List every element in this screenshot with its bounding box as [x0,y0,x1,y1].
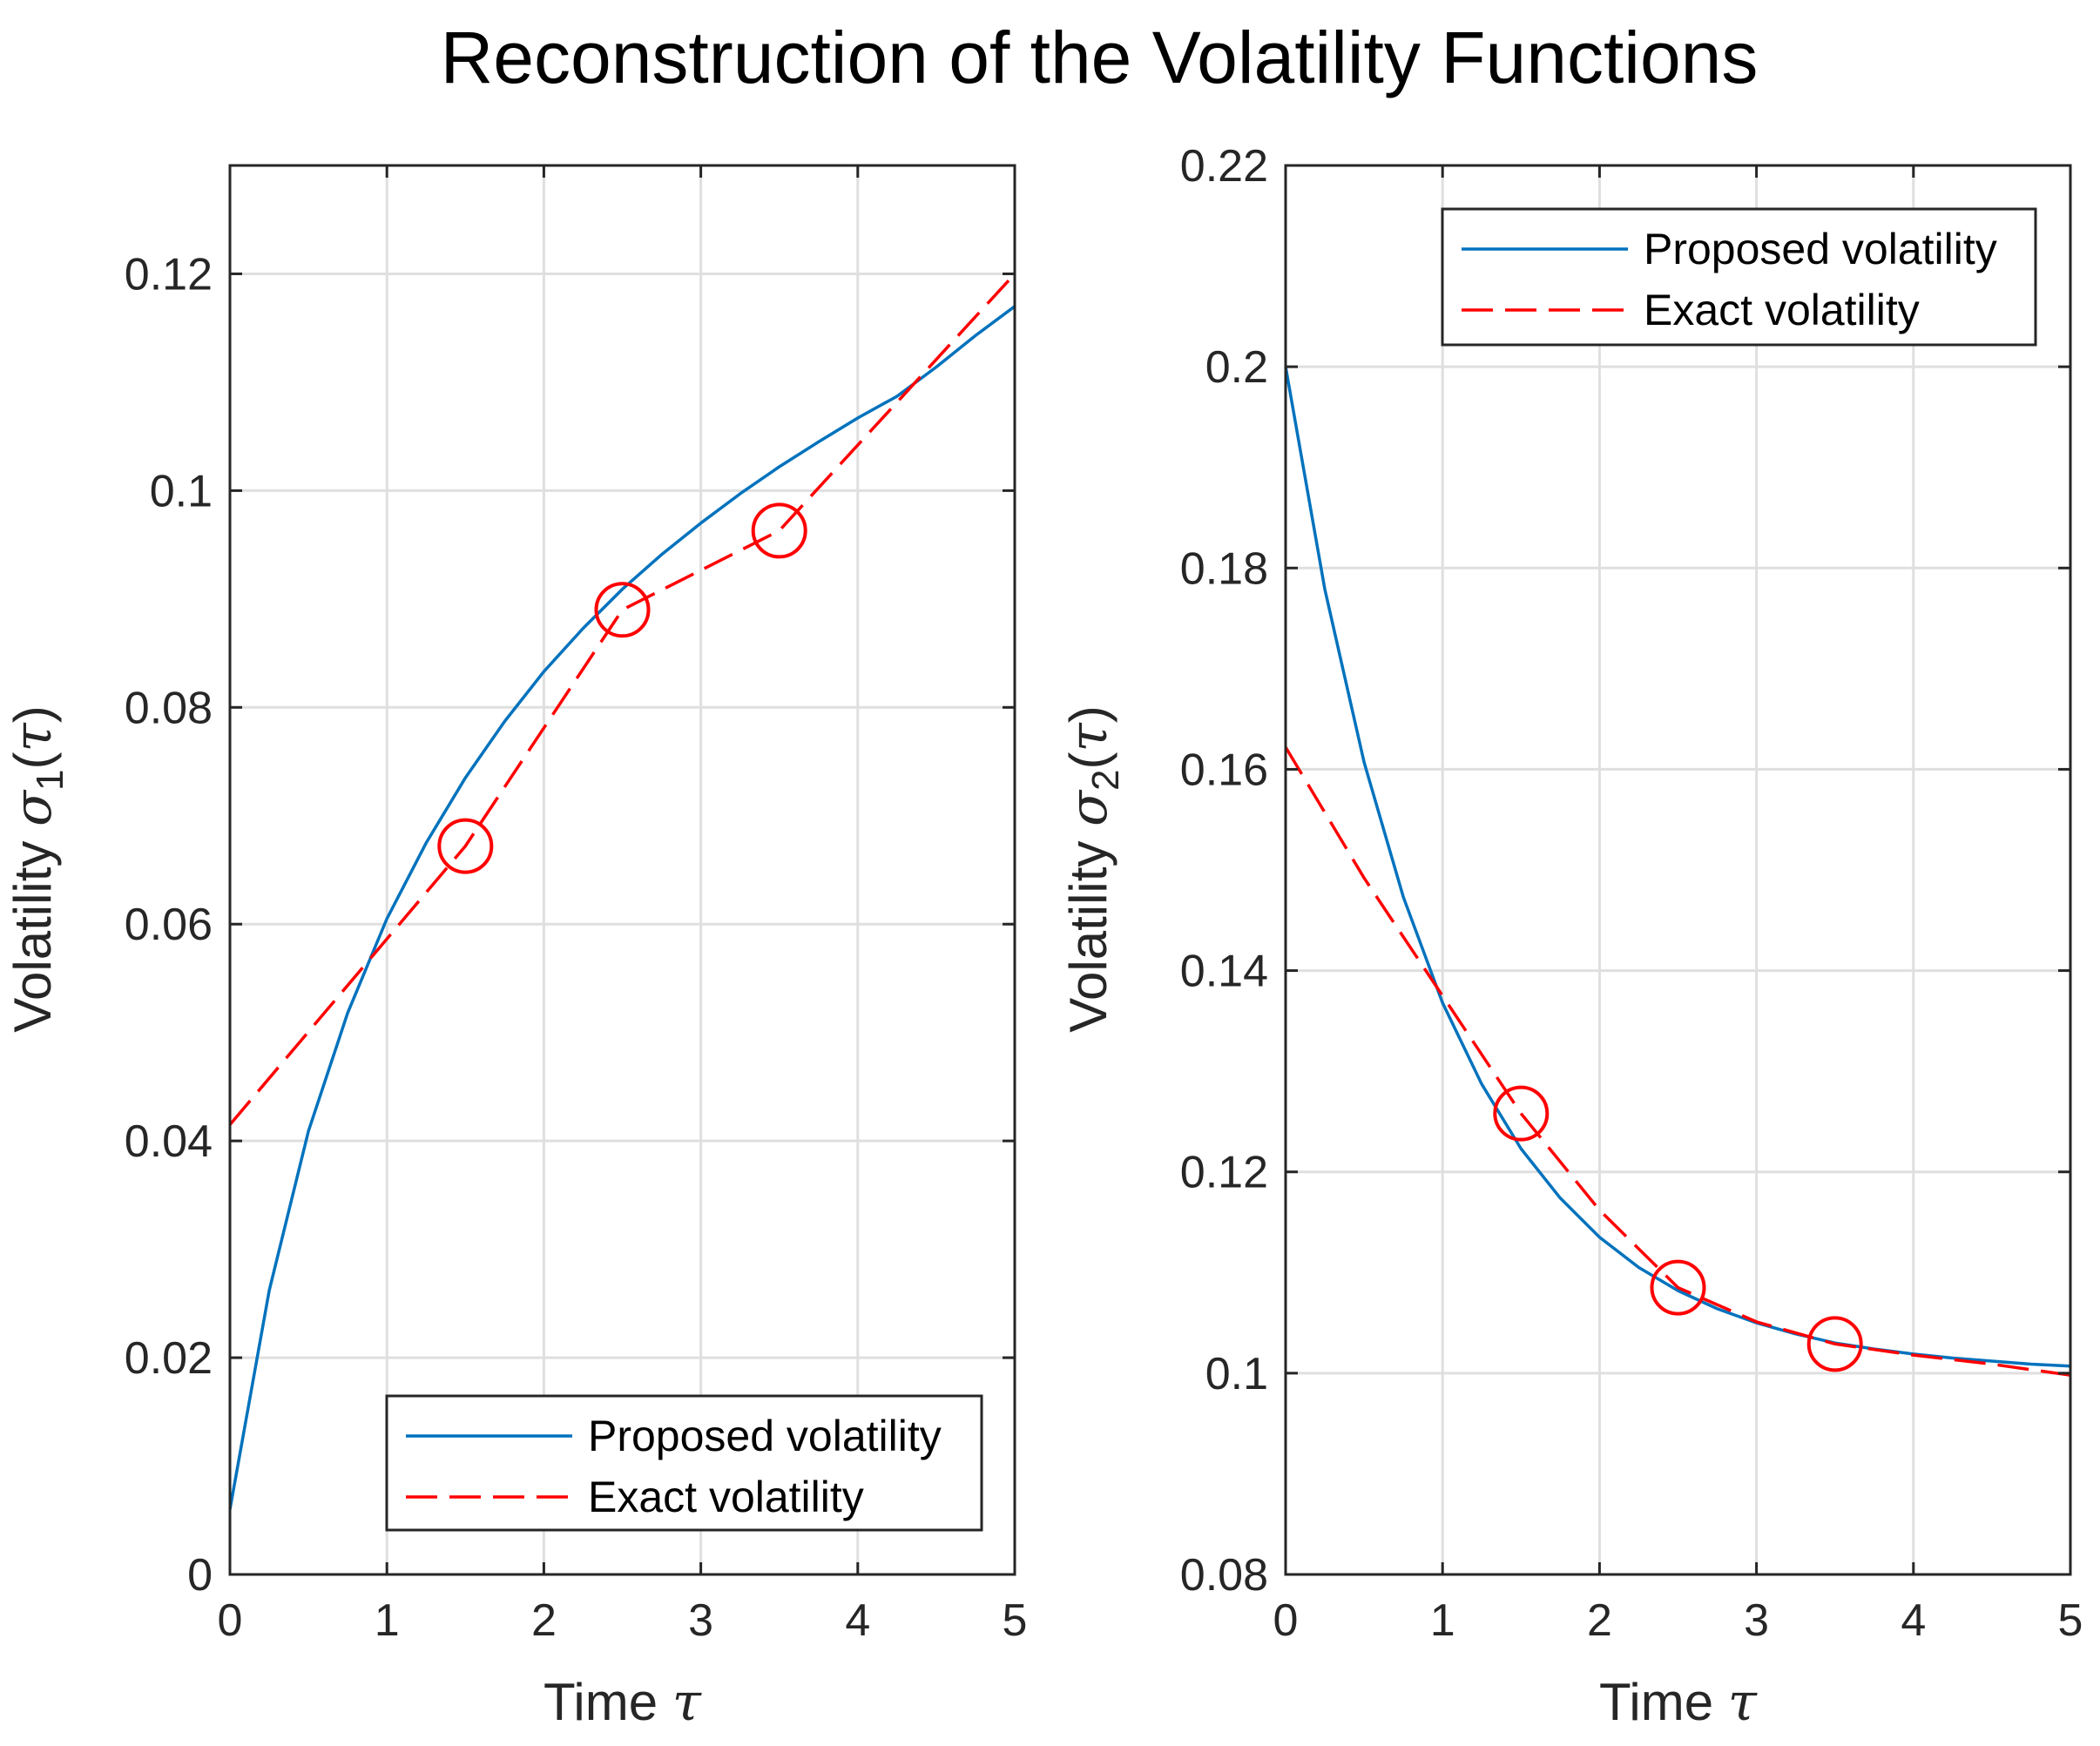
left-exact-marker [437,818,494,874]
right-x-tick-label: 0 [1273,1595,1299,1646]
left-axes-box [228,164,1016,1576]
right-y-tick-label: 0.08 [1180,1550,1268,1601]
left-legend-box [385,1394,983,1532]
left-x-tick-label: 0 [218,1595,243,1646]
left-grid [230,165,1015,1574]
left-x-tick-label: 2 [531,1595,557,1646]
left-series-proposed-line [228,305,1016,1510]
right-legend-label: Exact volatility [1644,286,1920,334]
right-x-tick-label: 3 [1744,1595,1769,1646]
right-y-tick-label: 0.22 [1180,141,1268,192]
right-exact-marker [1806,1316,1863,1372]
right-legend-label: Proposed volatility [1644,225,1997,273]
right-y-tick-label: 0.12 [1180,1148,1268,1198]
left-exact-marker [751,502,807,559]
left-x-tick-label: 4 [845,1595,870,1646]
left-x-tick-label: 3 [688,1595,713,1646]
right-y-tick-label: 0.1 [1205,1349,1268,1399]
left-y-tick-label: 0.04 [125,1116,213,1167]
left-series-exact-line [228,273,1016,1126]
left-legend-label: Exact volatility [588,1473,864,1521]
right-series-exact-line [1284,746,2071,1377]
left-plot-area [230,165,1015,1574]
left-y-tick-label: 0.1 [150,466,213,516]
left-y-tick-label: 0.08 [125,683,213,733]
right-exact-marker [1650,1259,1706,1316]
left-y-axis-label: Volatility σ1(τ) [3,705,71,1032]
left-y-tick-label: 0.06 [125,900,213,950]
left-x-axis-label: Time τ [544,1672,702,1733]
left-legend: Proposed volatility Exact volatility [385,1394,983,1532]
right-panel: 0 1 2 3 4 5 0.08 0.1 0.12 0.14 0.16 0.18 0.2 0.22 Time… [1058,141,2083,1733]
right-y-tick-label: 0.16 [1180,745,1268,795]
left-panel: 0 1 2 3 4 5 0 0.02 0.04 0.06 0.08 0.1 0.12 Time τ Vola… [3,164,1028,1733]
right-y-tick-label: 0.14 [1180,947,1268,997]
left-exact-marker [594,582,651,638]
right-x-tick-label: 1 [1430,1595,1455,1646]
right-y-tick-label: 0.2 [1205,342,1268,393]
right-x-axis-label: Time τ [1599,1672,1758,1733]
right-legend: Proposed volatility Exact volatility [1441,207,2037,347]
right-y-tick-label: 0.18 [1180,543,1268,594]
left-x-tick-label: 5 [1003,1595,1028,1646]
left-x-tick-label: 1 [375,1595,400,1646]
figure-title: Reconstruction of the Volatility Functio… [441,17,1759,98]
right-legend-box [1441,207,2037,347]
right-x-tick-label: 5 [2058,1595,2083,1646]
right-exact-marker [1493,1085,1550,1142]
right-x-tick-label: 2 [1587,1595,1612,1646]
right-x-tick-label: 4 [1901,1595,1926,1646]
right-axes-box [1284,164,2072,1576]
right-y-axis-label: Volatility σ2(τ) [1058,705,1127,1032]
left-y-tick-label: 0.12 [125,249,213,300]
left-y-tick-label: 0 [187,1550,213,1601]
left-legend-label: Proposed volatility [588,1412,942,1460]
left-y-tick-label: 0.02 [125,1333,213,1384]
right-plot-area [1286,165,2070,1574]
right-grid [1286,165,2070,1574]
